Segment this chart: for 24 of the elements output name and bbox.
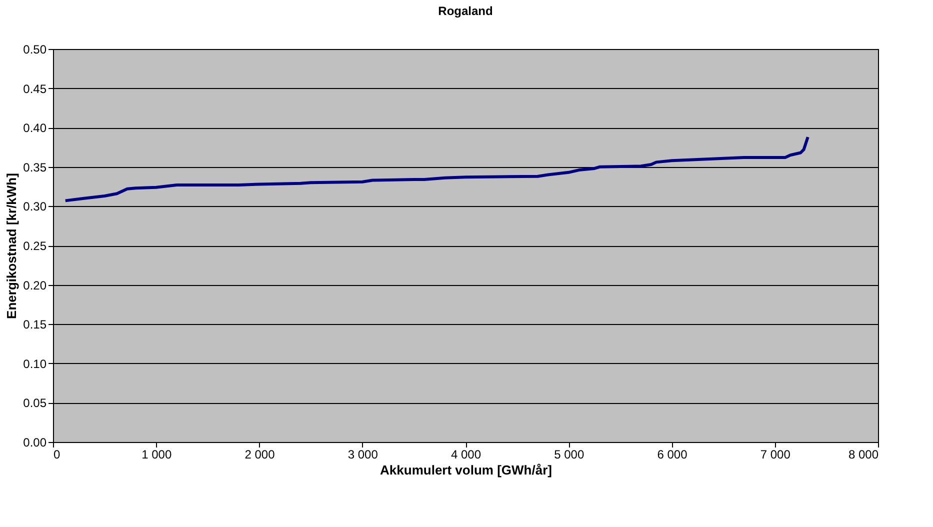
chart-title: Rogaland [438,4,493,18]
y-tick-label: 0.30 [23,200,47,214]
y-tick-label: 0.25 [23,239,47,253]
x-tick-label: 6 000 [657,448,688,462]
x-tick-label: 0 [54,448,60,462]
y-tick-label: 0.05 [23,396,47,410]
x-tick-label: 4 000 [450,448,482,462]
x-axis-title: Akkumulert volum [GWh/år] [380,462,552,478]
y-tick-label: 0.35 [23,160,47,174]
y-tick-label: 0.20 [23,278,47,292]
x-tick-label: 8 000 [848,448,879,462]
y-tick-label: 0.45 [23,82,47,96]
y-tick-label: 0.40 [23,121,47,136]
y-tick-label: 0.15 [23,318,47,332]
x-tick-label: 1 000 [142,448,172,462]
line-series [64,136,810,202]
y-tick-label: 0.50 [23,42,47,56]
x-tick-label: 7 000 [760,448,791,462]
x-tick-label: 3 000 [348,448,378,462]
y-tick-label: 0.10 [23,356,47,371]
x-tick-label: 2 000 [244,448,276,462]
x-tick-label: 5 000 [554,448,584,462]
y-axis-title: Energikostnad [kr/kWh] [4,173,20,319]
y-tick-label: 0.00 [23,436,47,450]
